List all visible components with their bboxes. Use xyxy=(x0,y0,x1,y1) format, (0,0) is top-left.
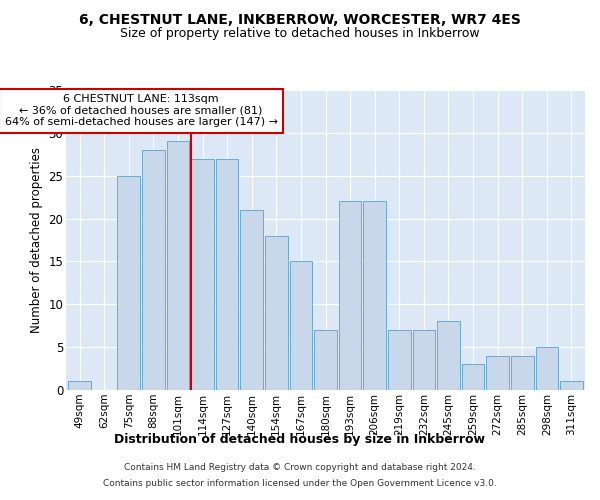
Bar xyxy=(216,158,238,390)
Bar xyxy=(413,330,435,390)
Bar xyxy=(118,176,140,390)
Bar xyxy=(191,158,214,390)
Text: Distribution of detached houses by size in Inkberrow: Distribution of detached houses by size … xyxy=(115,432,485,446)
Text: Size of property relative to detached houses in Inkberrow: Size of property relative to detached ho… xyxy=(120,28,480,40)
Bar xyxy=(241,210,263,390)
Bar xyxy=(265,236,287,390)
Bar xyxy=(462,364,484,390)
Bar xyxy=(314,330,337,390)
Bar xyxy=(388,330,410,390)
Text: Contains public sector information licensed under the Open Government Licence v3: Contains public sector information licen… xyxy=(103,478,497,488)
Bar xyxy=(167,142,189,390)
Text: 6 CHESTNUT LANE: 113sqm
← 36% of detached houses are smaller (81)
64% of semi-de: 6 CHESTNUT LANE: 113sqm ← 36% of detache… xyxy=(5,94,278,128)
Y-axis label: Number of detached properties: Number of detached properties xyxy=(30,147,43,333)
Bar xyxy=(68,382,91,390)
Bar xyxy=(437,322,460,390)
Text: Contains HM Land Registry data © Crown copyright and database right 2024.: Contains HM Land Registry data © Crown c… xyxy=(124,464,476,472)
Bar xyxy=(487,356,509,390)
Text: 6, CHESTNUT LANE, INKBERROW, WORCESTER, WR7 4ES: 6, CHESTNUT LANE, INKBERROW, WORCESTER, … xyxy=(79,12,521,26)
Bar xyxy=(536,347,558,390)
Bar xyxy=(142,150,164,390)
Bar xyxy=(364,202,386,390)
Bar xyxy=(290,262,312,390)
Bar xyxy=(511,356,533,390)
Bar xyxy=(339,202,361,390)
Bar xyxy=(560,382,583,390)
